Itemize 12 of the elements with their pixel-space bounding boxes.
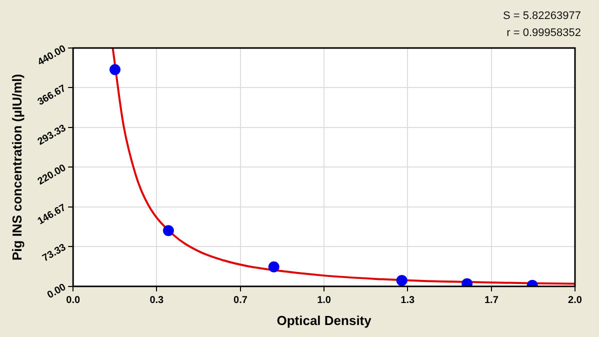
x-tick-label: 0.3 [150,295,164,306]
x-tick-label: 0.0 [66,295,80,306]
text: r = 0.99958352 [506,26,581,41]
y-axis-title: Pig INS concentration (µIU/ml) [9,74,24,261]
y-tick-label: 73.33 [40,242,68,264]
x-tick-label: 1.0 [317,295,332,306]
x-tick-label: 1.3 [400,295,415,306]
x-tick-label: 2.0 [568,295,582,306]
x-tick-label: 1.7 [484,295,499,306]
text: S = 5.82263977 [503,9,581,24]
x-axis-title: Optical Density [276,312,372,328]
x-tick-label: 0.7 [234,295,248,306]
